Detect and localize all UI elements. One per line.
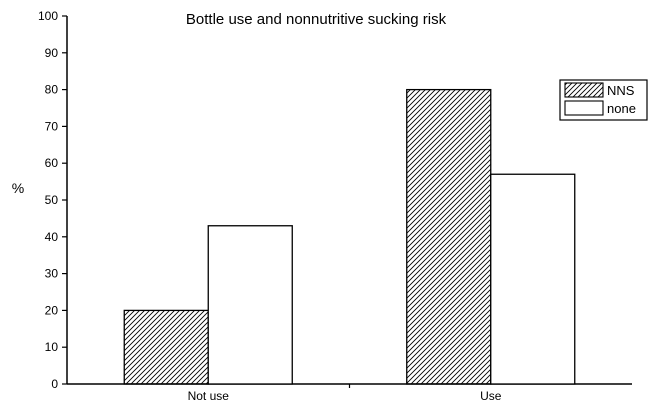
y-axis-label: %	[12, 180, 24, 196]
y-tick-label: 60	[45, 156, 59, 170]
x-tick-label: Use	[480, 389, 502, 403]
y-tick-label: 20	[45, 303, 59, 317]
legend-label-none: none	[607, 101, 636, 116]
legend: NNS none	[559, 79, 648, 121]
bars	[123, 88, 576, 385]
y-tick-label: 0	[51, 377, 58, 391]
chart-title: Bottle use and nonnutritive sucking risk	[186, 11, 447, 28]
y-tick-label: 80	[45, 83, 59, 97]
bar-none-not-use	[207, 225, 293, 385]
bar-nns-use	[406, 88, 492, 385]
legend-swatch-nns	[564, 82, 604, 98]
y-tick-label: 50	[45, 193, 59, 207]
y-tick-label: 30	[45, 267, 59, 281]
x-tick-label: Not use	[188, 389, 230, 403]
y-tick-label: 100	[38, 9, 58, 23]
x-axis: Not use Use	[67, 383, 632, 403]
bar-nns-not-use	[123, 309, 209, 385]
y-axis: 0 10 20 30 40 50 60 70 80 90 100	[38, 9, 68, 391]
y-tick-label: 70	[45, 119, 59, 133]
y-tick-label: 10	[45, 340, 59, 354]
y-tick-label: 90	[45, 46, 59, 60]
legend-label-nns: NNS	[607, 83, 635, 98]
y-tick-label: 40	[45, 230, 59, 244]
bar-none-use	[490, 173, 576, 385]
legend-swatch-none	[564, 100, 604, 116]
